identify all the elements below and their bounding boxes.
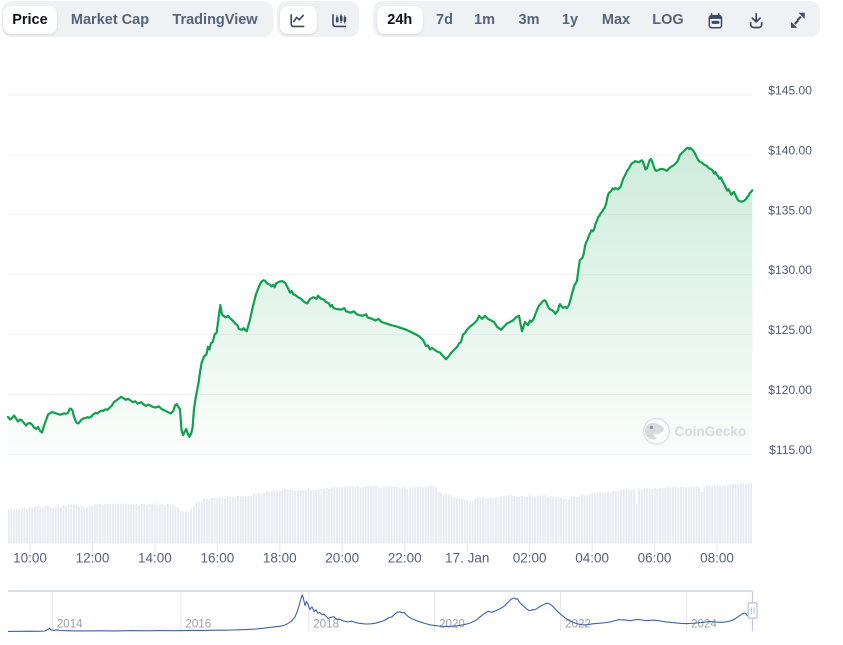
svg-text:22:00: 22:00: [388, 551, 422, 566]
svg-text:2016: 2016: [185, 618, 211, 631]
svg-text:17. Jan: 17. Jan: [445, 551, 489, 566]
svg-text:04:00: 04:00: [575, 551, 609, 566]
svg-text:$130.00: $130.00: [768, 263, 812, 277]
svg-text:CoinGecko: CoinGecko: [675, 424, 747, 439]
svg-text:08:00: 08:00: [700, 551, 734, 566]
svg-text:10:00: 10:00: [13, 551, 47, 566]
svg-text:18:00: 18:00: [263, 551, 297, 566]
svg-text:$120.00: $120.00: [768, 383, 812, 397]
svg-text:2020: 2020: [439, 618, 465, 631]
svg-text:$140.00: $140.00: [768, 143, 812, 157]
svg-text:2018: 2018: [313, 618, 339, 631]
svg-text:20:00: 20:00: [325, 551, 359, 566]
svg-text:2014: 2014: [57, 618, 83, 631]
svg-text:06:00: 06:00: [638, 551, 672, 566]
svg-text:$115.00: $115.00: [769, 443, 812, 457]
svg-text:$145.00: $145.00: [768, 84, 812, 98]
svg-text:12:00: 12:00: [76, 551, 110, 566]
svg-text:16:00: 16:00: [201, 551, 235, 566]
svg-text:$135.00: $135.00: [768, 203, 812, 217]
svg-text:$125.00: $125.00: [768, 323, 812, 337]
svg-text:2024: 2024: [691, 618, 717, 631]
svg-text:14:00: 14:00: [138, 551, 172, 566]
svg-text:02:00: 02:00: [513, 551, 547, 566]
